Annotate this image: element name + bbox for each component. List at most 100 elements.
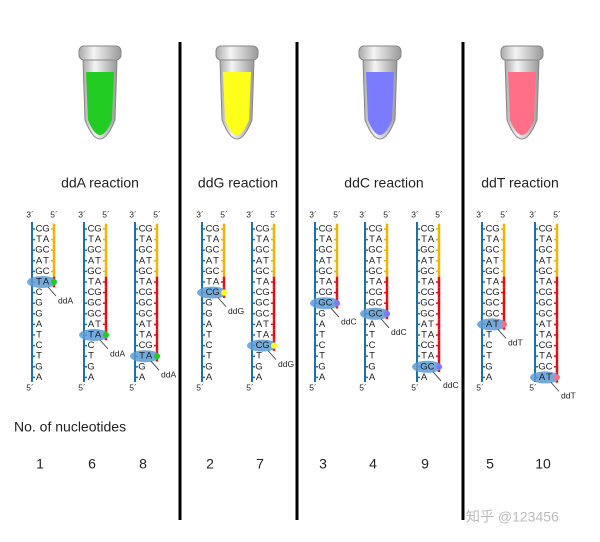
new-base: G — [545, 340, 552, 351]
new-base: T — [546, 319, 552, 330]
new-base: C — [493, 266, 500, 277]
template-base: G — [368, 361, 375, 372]
template-base: T — [88, 234, 94, 245]
template-base: A — [36, 255, 43, 266]
template-base: G — [205, 298, 212, 309]
template-base: G — [318, 245, 325, 256]
template-base: G — [538, 298, 545, 309]
template-base: A — [369, 319, 376, 330]
new-base: C — [376, 266, 383, 277]
template-base: C — [369, 224, 376, 235]
template-base: C — [369, 287, 376, 298]
new-base: A — [263, 234, 270, 245]
new-base: T — [493, 319, 499, 330]
template-base: G — [35, 298, 42, 309]
new-base: C — [326, 298, 333, 309]
template-base: G — [255, 245, 262, 256]
template-base: G — [538, 245, 545, 256]
template-base: C — [256, 340, 263, 351]
new-base: T — [95, 255, 101, 266]
terminator-highlight — [530, 371, 560, 384]
template-base: T — [539, 330, 545, 341]
end-label: 5´ — [102, 209, 110, 219]
new-base: G — [94, 224, 101, 235]
new-base: G — [212, 224, 219, 235]
new-base: C — [95, 308, 102, 319]
new-base: G — [427, 340, 434, 351]
template-base: C — [319, 287, 326, 298]
template-base: A — [206, 319, 213, 330]
new-base: G — [145, 340, 152, 351]
new-base: A — [146, 234, 153, 245]
template-base: T — [256, 277, 262, 288]
new-base: C — [546, 245, 553, 256]
new-base: A — [43, 277, 50, 288]
new-base: C — [326, 245, 333, 256]
new-base: C — [146, 298, 153, 309]
tube-cap — [500, 45, 544, 61]
nucleotide-count: 2 — [206, 456, 214, 472]
end-label: 5´ — [309, 382, 317, 392]
terminator-label: ddA — [110, 348, 125, 358]
template-base: A — [369, 372, 376, 383]
new-base: G — [145, 287, 152, 298]
template-base: T — [36, 351, 42, 362]
reaction-title: ddA reaction — [61, 175, 139, 191]
terminator-highlight — [27, 276, 57, 288]
new-base: C — [95, 266, 102, 277]
template-base: G — [368, 266, 375, 277]
leader — [330, 307, 340, 318]
end-label: 5´ — [435, 209, 443, 219]
template-base: G — [485, 266, 492, 277]
template-base: C — [88, 340, 95, 351]
tube-liquid — [86, 72, 114, 135]
template-base: T — [206, 277, 212, 288]
new-base: A — [95, 330, 102, 341]
terminator-label: ddC — [443, 380, 459, 390]
template-base: G — [138, 266, 145, 277]
template-base: G — [420, 266, 427, 277]
template-base: T — [369, 351, 375, 362]
nucleotide-count: 8 — [139, 456, 147, 472]
template-base: T — [36, 277, 42, 288]
template-base: A — [319, 372, 326, 383]
dye-dot — [501, 321, 507, 328]
template-base: T — [421, 277, 427, 288]
template-base: G — [35, 361, 42, 372]
terminator-highlight — [247, 339, 277, 352]
end-label: 5´ — [129, 382, 137, 392]
new-base: T — [546, 372, 552, 383]
template-base: A — [486, 255, 493, 266]
new-base: C — [43, 266, 50, 277]
new-base: G — [42, 224, 49, 235]
template-base: T — [36, 330, 42, 341]
template-base: G — [420, 245, 427, 256]
template-base: G — [87, 298, 94, 309]
new-base: G — [492, 287, 499, 298]
template-base: T — [369, 234, 375, 245]
new-base: A — [546, 234, 553, 245]
new-base: C — [146, 266, 153, 277]
end-label: 5´ — [153, 209, 161, 219]
terminator-highlight — [477, 318, 507, 331]
nucleotide-count: 6 — [88, 456, 96, 472]
new-base: A — [326, 277, 333, 288]
new-base: G — [545, 224, 552, 235]
template-base: G — [420, 361, 427, 372]
end-label: 5´ — [411, 382, 419, 392]
new-base: A — [493, 277, 500, 288]
new-base: C — [376, 308, 383, 319]
new-base: T — [95, 319, 101, 330]
template-base: C — [256, 287, 263, 298]
end-label: 3´ — [309, 209, 317, 219]
new-base: C — [493, 298, 500, 309]
template-base: G — [485, 361, 492, 372]
nucleotides-label: No. of nucleotides — [14, 419, 126, 435]
end-label: 5´ — [500, 209, 508, 219]
end-label: 5´ — [359, 382, 367, 392]
new-base: G — [325, 287, 332, 298]
template-base: C — [36, 287, 43, 298]
template-base: G — [255, 308, 262, 319]
template-base: C — [88, 224, 95, 235]
new-base: A — [376, 234, 383, 245]
